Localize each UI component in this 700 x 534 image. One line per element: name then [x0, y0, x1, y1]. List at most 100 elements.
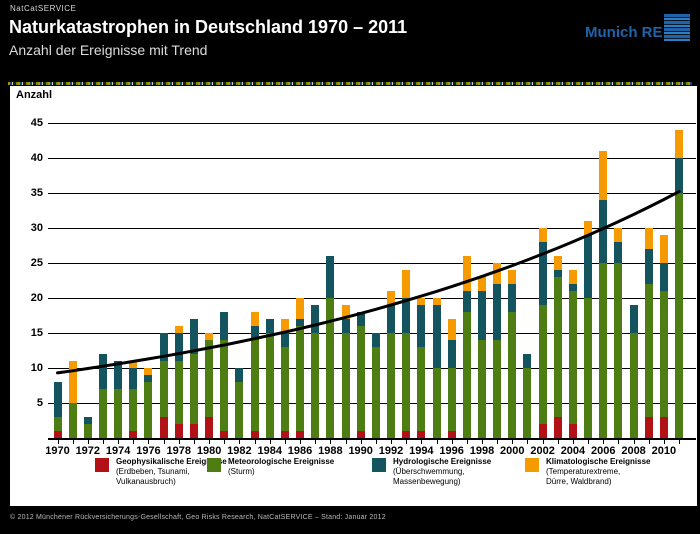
gridline	[48, 123, 696, 124]
legend-title: Klimatologische Ereignisse	[546, 457, 651, 466]
x-tickmark	[284, 440, 286, 444]
chart-panel: Anzahl 5 10 15 20 25 30 35 40 45 1970 1972 1974 197…	[10, 86, 697, 506]
bar-segment	[644, 284, 653, 417]
x-tickmark	[148, 440, 150, 444]
bar-segment	[220, 340, 229, 431]
x-tick-label: 1986	[287, 445, 313, 457]
bar-segment	[129, 361, 138, 368]
bar-segment	[205, 417, 214, 438]
x-tickmark	[527, 440, 529, 444]
bar-segment	[402, 270, 411, 298]
bar-segment	[538, 242, 547, 305]
x-tickmark	[254, 440, 256, 444]
x-tickmark	[603, 440, 605, 444]
x-tickmark	[239, 440, 241, 444]
x-tick-label: 2000	[500, 445, 525, 457]
x-tickmark	[572, 440, 574, 444]
bar-segment	[614, 263, 623, 438]
bar-segment	[144, 382, 153, 438]
bar-segment	[311, 305, 320, 333]
x-tickmark	[466, 440, 468, 444]
bar-segment	[629, 333, 638, 438]
bar-segment	[53, 417, 62, 431]
bar-segment	[144, 368, 153, 375]
bar-segment	[371, 347, 380, 438]
legend-item: Hydrologische Ereignisse (Überschwemmung,…	[393, 457, 513, 487]
x-tickmark	[391, 440, 393, 444]
bar-segment	[356, 431, 365, 438]
bar-segment	[538, 424, 547, 438]
bar-segment	[129, 368, 138, 389]
bar-segment	[553, 270, 562, 277]
bar-segment	[568, 424, 577, 438]
y-tick-label: 45	[30, 117, 43, 129]
bar-segment	[538, 305, 547, 424]
bar-segment	[644, 417, 653, 438]
x-tickmark	[679, 440, 681, 444]
x-tickmark	[330, 440, 332, 444]
x-tickmark	[133, 440, 135, 444]
bar-segment	[326, 256, 335, 298]
bar-segment	[675, 158, 684, 193]
bar-segment	[659, 291, 668, 417]
y-tick-label: 40	[30, 152, 43, 164]
bar-segment	[387, 305, 396, 333]
legend-swatch	[207, 458, 221, 472]
bar-segment	[53, 431, 62, 438]
y-tick-label: 35	[30, 187, 43, 199]
bar-segment	[508, 312, 517, 438]
bar-segment	[280, 319, 289, 333]
legend-title: Hydrologische Ereignisse	[393, 457, 492, 466]
bar-segment	[205, 333, 214, 340]
x-tick-label: 2010	[651, 445, 677, 457]
x-tickmark	[360, 440, 362, 444]
x-tickmark	[163, 440, 165, 444]
bar-segment	[553, 417, 562, 438]
y-tick-label: 5	[36, 397, 43, 409]
legend-swatch	[525, 458, 539, 472]
legend-subline: (Temperaturextreme,	[546, 467, 621, 476]
legend-subline: Massenbewegung)	[393, 477, 461, 486]
x-tickmark	[663, 440, 665, 444]
x-tickmark	[648, 440, 650, 444]
bar-segment	[68, 361, 77, 403]
x-tick-label: 2006	[591, 445, 616, 457]
bar-segment	[189, 424, 198, 438]
x-tick-label: 1974	[105, 445, 131, 457]
trend-line	[56, 190, 681, 375]
x-tickmark	[512, 440, 514, 444]
x-tick-label: 1972	[75, 445, 101, 457]
bar-segment	[462, 312, 471, 438]
x-tickmark	[269, 440, 271, 444]
x-tick-label: 1998	[469, 445, 495, 457]
x-tick-label: 1978	[166, 445, 191, 457]
bar-segment	[629, 305, 638, 333]
bar-segment	[356, 326, 365, 431]
legend-subline: Vulkanausbruch)	[116, 477, 176, 486]
x-tickmark	[436, 440, 438, 444]
bar-segment	[220, 312, 229, 340]
copyright-footer: © 2012 Münchener Rückversicherungs-Gesel…	[10, 514, 386, 521]
bar-segment	[614, 228, 623, 242]
x-tickmark	[178, 440, 180, 444]
x-tick-label: 1988	[318, 445, 343, 457]
bar-segment	[250, 340, 259, 431]
bar-segment	[296, 431, 305, 438]
legend-title: Geophysikalische Ereignisse	[116, 457, 227, 466]
bar-segment	[568, 284, 577, 291]
bar-segment	[599, 263, 608, 438]
bar-segment	[523, 368, 532, 438]
bar-segment	[614, 242, 623, 263]
bar-segment	[159, 361, 168, 417]
x-tickmark	[406, 440, 408, 444]
y-tick-label: 30	[30, 222, 43, 234]
bar-segment	[462, 291, 471, 312]
bar-segment	[493, 263, 502, 284]
x-tick-label: 1994	[409, 445, 434, 457]
bar-segment	[568, 291, 577, 424]
bar-segment	[508, 284, 517, 312]
bar-segment	[280, 431, 289, 438]
bar-segment	[417, 305, 426, 347]
bar-segment	[356, 312, 365, 326]
